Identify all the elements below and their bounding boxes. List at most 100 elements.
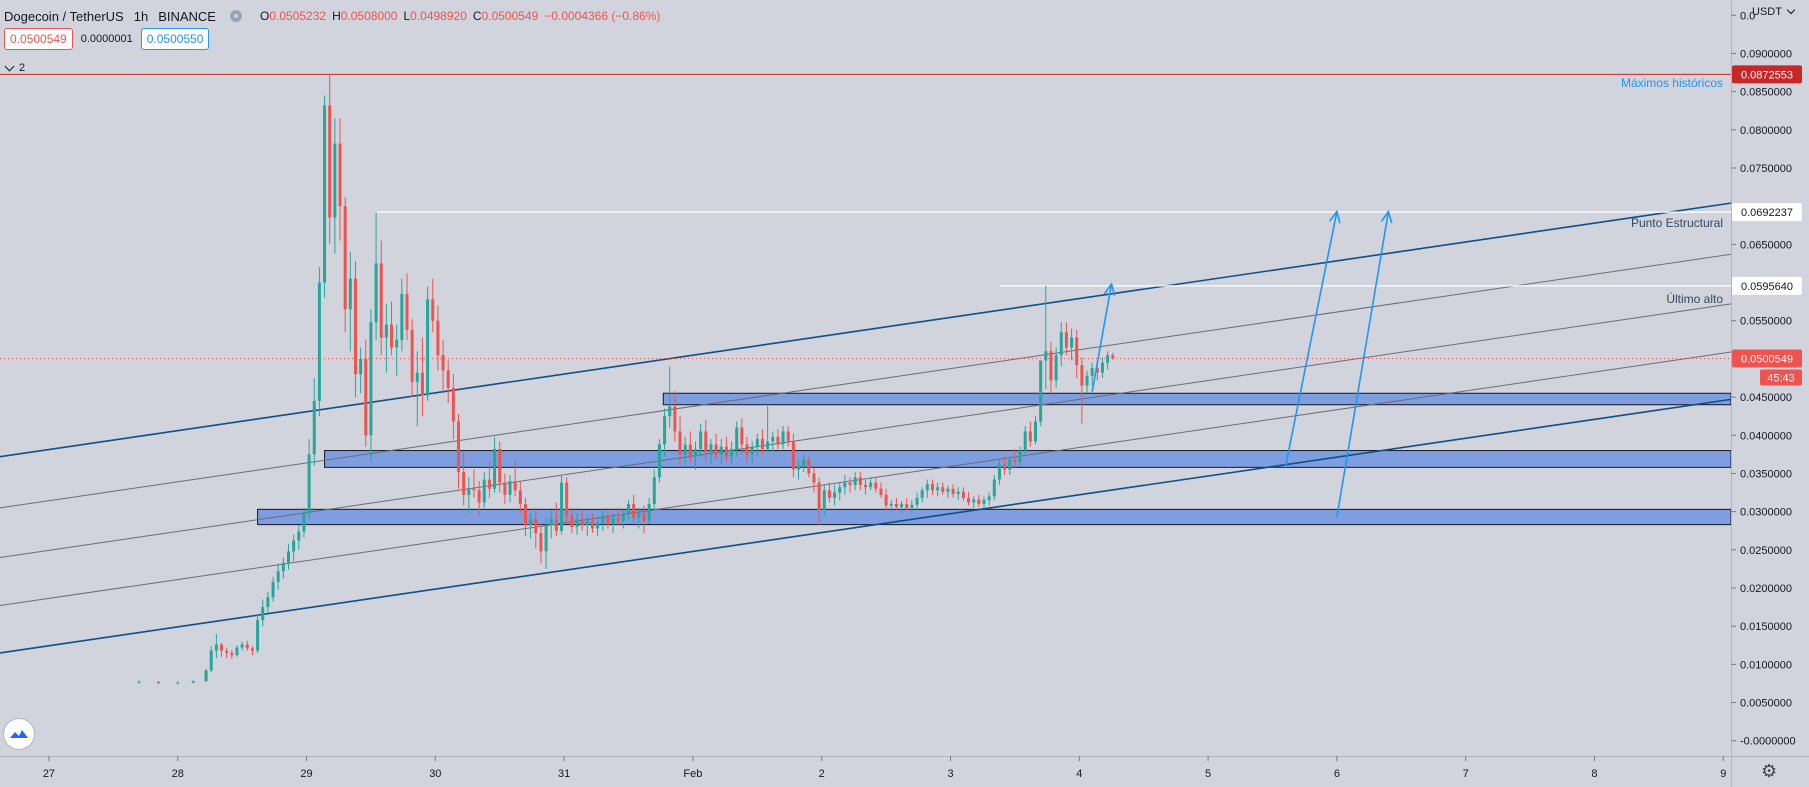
candle-body [642, 513, 646, 521]
candle-body [688, 444, 692, 457]
candle-body [508, 481, 512, 495]
price-tick-label: 0.0450000 [1740, 392, 1792, 404]
chevron-down-icon[interactable] [4, 61, 15, 71]
ath-annotation: Máximos históricos [1621, 76, 1723, 90]
price-marker-label: 0.0595640 [1741, 281, 1793, 293]
price-tick-label: 0.0300000 [1740, 507, 1792, 519]
candle-body [920, 490, 924, 498]
currency-label[interactable]: USDT [1752, 6, 1782, 18]
eye-icon[interactable] [229, 10, 242, 22]
time-axis[interactable]: 27 28 29 30 31 Feb 2 3 4 5 6 7 8 9 [43, 756, 1727, 780]
candle-body [946, 488, 950, 492]
candle-body [771, 436, 775, 442]
sell-button[interactable]: 0.0500549 [4, 28, 73, 50]
time-tick-label: 29 [300, 768, 312, 780]
time-tick-label: 8 [1591, 768, 1597, 780]
candle-body [735, 427, 739, 450]
candle-body [256, 620, 260, 651]
candle-body [225, 650, 229, 653]
candle-body [1023, 431, 1027, 451]
price-tick-label: 0.0200000 [1740, 583, 1792, 595]
candle-body [137, 681, 141, 683]
candle-body [833, 492, 837, 498]
candle-body [740, 427, 744, 445]
projection-arrows [1091, 209, 1393, 518]
chevron-down-icon[interactable] [1786, 5, 1796, 15]
candle-body [982, 500, 986, 504]
candle-body [930, 484, 934, 491]
tradingview-logo-icon[interactable] [4, 719, 34, 749]
low-value: 0.0498920 [410, 9, 467, 23]
gear-icon[interactable]: ⚙ [1761, 761, 1778, 781]
price-marker-bg [1732, 349, 1802, 368]
candle-body [704, 431, 708, 453]
candle-body [297, 531, 301, 541]
candle-body [276, 571, 280, 582]
candle-body [518, 490, 522, 504]
candle-body [549, 519, 553, 526]
price-tick-label: 0.0400000 [1740, 430, 1792, 442]
price-tick-label: 0.0150000 [1740, 621, 1792, 633]
candle-body [1085, 375, 1089, 386]
candle-body [503, 482, 507, 495]
time-tick-label: 4 [1076, 768, 1082, 780]
candle-body [797, 465, 801, 470]
symbol-legend[interactable]: Dogecoin / TetherUS 1h BINANCE O0.050523… [4, 6, 660, 26]
buy-button[interactable]: 0.0500550 [140, 28, 210, 50]
price-marker-bg [1732, 276, 1802, 295]
close-value: 0.0500549 [481, 9, 539, 23]
candle-body [802, 459, 806, 466]
price-tick-label: 0.0900000 [1740, 48, 1792, 60]
symbol-name[interactable]: Dogecoin / TetherUS [4, 8, 124, 24]
candle-body [250, 648, 254, 651]
indicators-toggle[interactable]: 2 [4, 61, 25, 74]
candle-body [766, 441, 770, 450]
support-zones [257, 392, 1732, 526]
candle-body [498, 449, 502, 483]
candle-body [936, 487, 940, 491]
candle-body [827, 490, 831, 498]
candle-body [1111, 355, 1115, 359]
price-marker-bg [1732, 203, 1802, 222]
candle-body [565, 482, 569, 516]
spread-value: 0.0000001 [80, 33, 133, 45]
candle-body [961, 491, 965, 498]
price-axis[interactable]: -0.0000000 0.0050000 0.0100000 0.0150000 0.0… [1731, 10, 1796, 748]
candle-body [781, 431, 785, 445]
candle-body [699, 431, 703, 450]
candle-body [585, 520, 589, 526]
candle-body [1008, 459, 1012, 470]
candle-body [838, 487, 842, 493]
candle-body [843, 482, 847, 488]
arrow-head [1380, 209, 1393, 224]
candle-body [1095, 368, 1099, 373]
price-marker-label: 0.0872553 [1741, 69, 1793, 81]
candle-body [869, 482, 873, 488]
candle-body [925, 484, 929, 491]
candle-body [915, 497, 919, 505]
price-tick-label: 0.0850000 [1740, 87, 1792, 99]
time-tick-label: Feb [683, 768, 702, 780]
time-tick-label: 27 [43, 768, 55, 780]
candle-body [1075, 337, 1079, 366]
price-markers: 0.0872553 0.0692237 0.0595640 0.0500549 45:4… [1732, 65, 1802, 386]
candle-body [482, 479, 486, 503]
candle-body [348, 278, 352, 310]
buy-sell-panel: 0.0500549 0.0000001 0.0500550 [4, 28, 210, 50]
candle-body [287, 551, 290, 563]
candle-body [266, 597, 270, 608]
candle-body [1100, 362, 1104, 373]
countdown-bg [1760, 369, 1802, 386]
horizontal-levels [0, 73, 1731, 359]
candle-body [436, 320, 440, 356]
candle-body [420, 372, 424, 396]
candle-body [405, 294, 409, 330]
candle-body [539, 533, 543, 552]
candle-body [858, 477, 862, 485]
time-tick-label: 3 [947, 768, 953, 780]
candle-body [637, 513, 641, 518]
currency-selector[interactable]: USDT [1752, 5, 1796, 18]
interval-label[interactable]: 1h [133, 8, 149, 24]
